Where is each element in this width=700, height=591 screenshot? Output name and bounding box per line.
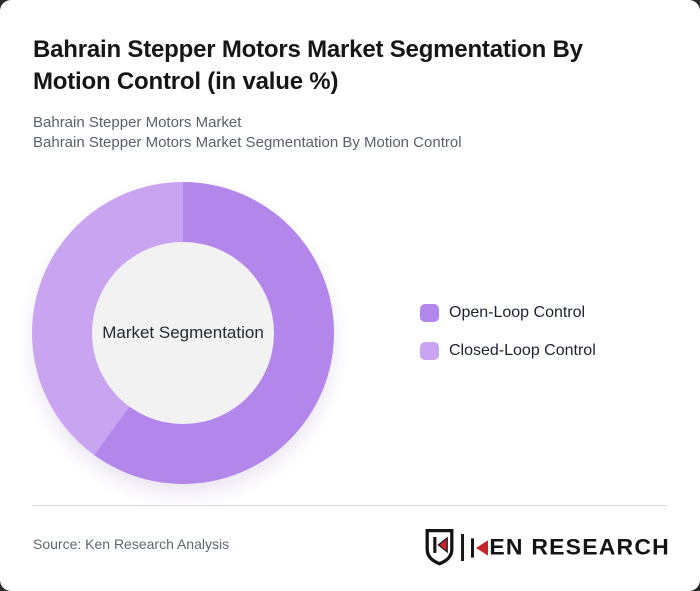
red-triangle-icon (475, 539, 488, 555)
legend-item-open-loop[interactable]: Open-Loop Control (420, 304, 596, 322)
logo-wordmark: EN RESEARCH (470, 534, 670, 560)
source-text: Source: Ken Research Analysis (33, 536, 230, 552)
legend-swatch-open-loop-icon (420, 304, 439, 322)
subtitle-segmentation: Bahrain Stepper Motors Market Segmentati… (33, 133, 462, 151)
legend-label-open-loop: Open-Loop Control (449, 304, 586, 321)
donut-chart[interactable]: Market Segmentation (32, 182, 334, 484)
donut-center: Market Segmentation (92, 242, 274, 424)
subtitle-market: Bahrain Stepper Motors Market (33, 114, 242, 131)
chart-title: Bahrain Stepper Motors Market Segmentati… (33, 36, 583, 95)
footer-divider (33, 505, 667, 506)
legend-label-closed-loop: Closed-Loop Control (449, 342, 596, 359)
chart-subtitles: Bahrain Stepper Motors Market Bahrain St… (33, 113, 653, 152)
ken-research-logo: EN RESEARCH (424, 527, 670, 567)
logo-separator (461, 533, 464, 561)
donut-center-label: Market Segmentation (102, 323, 264, 342)
legend: Open-Loop Control Closed-Loop Control (420, 304, 596, 360)
logo-k-stem (470, 537, 475, 557)
legend-item-closed-loop[interactable]: Closed-Loop Control (420, 342, 596, 360)
ken-research-shield-icon (425, 528, 454, 566)
legend-swatch-closed-loop-icon (420, 342, 439, 360)
logo-wordmark-text: EN RESEARCH (489, 534, 670, 559)
